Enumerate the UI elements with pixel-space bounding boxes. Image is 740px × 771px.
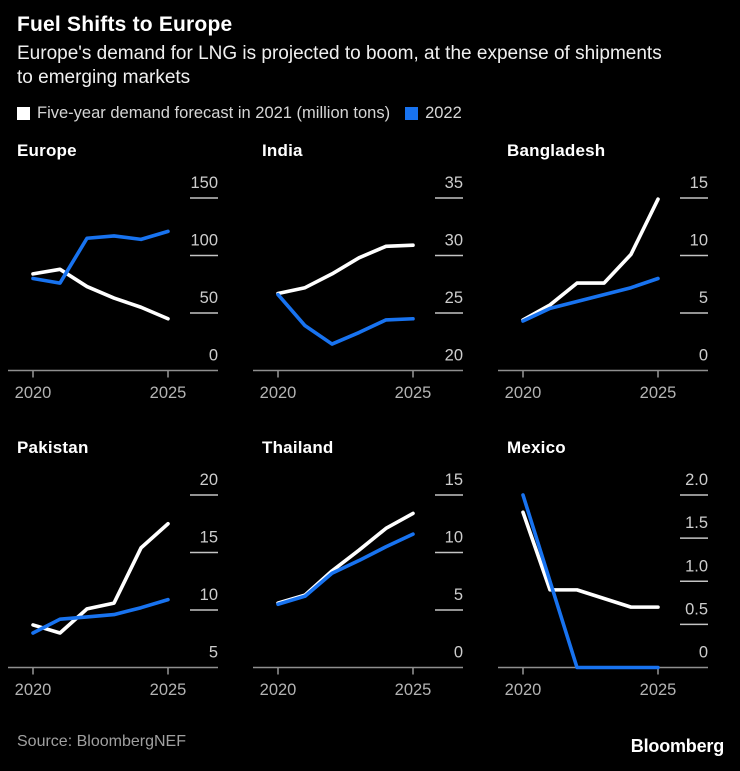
svg-text:0: 0 — [454, 644, 463, 662]
svg-text:2025: 2025 — [640, 681, 677, 699]
svg-text:2025: 2025 — [395, 384, 432, 402]
chart-panel-pakistan: Pakistan 20 15 10 5 2020 2025 — [0, 438, 245, 705]
panel-title-mexico: Mexico — [507, 438, 566, 458]
line-chart-mexico: 2.0 1.5 1.0 0.5 0 2020 2025 — [498, 471, 708, 699]
svg-text:1.0: 1.0 — [685, 557, 708, 575]
svg-text:2020: 2020 — [260, 681, 297, 699]
bloomberg-logo: Bloomberg — [630, 736, 724, 757]
line-chart-europe: 150 100 50 0 2020 2025 — [8, 174, 218, 402]
legend: Five-year demand forecast in 2021 (milli… — [17, 104, 723, 123]
svg-text:2025: 2025 — [150, 384, 187, 402]
svg-text:15: 15 — [200, 529, 218, 547]
line-chart-thailand: 15 10 5 0 2020 2025 — [253, 471, 463, 699]
panel-title-india: India — [262, 141, 303, 161]
svg-text:10: 10 — [445, 529, 463, 547]
svg-text:5: 5 — [209, 644, 218, 662]
svg-text:15: 15 — [690, 174, 708, 192]
svg-text:50: 50 — [200, 289, 218, 307]
svg-text:30: 30 — [445, 232, 463, 250]
legend-swatch-white-icon — [17, 107, 30, 121]
svg-text:2025: 2025 — [640, 384, 677, 402]
legend-item-2021-forecast: Five-year demand forecast in 2021 (milli… — [17, 104, 390, 123]
chart-header: Fuel Shifts to Europe Europe's demand fo… — [0, 0, 740, 123]
svg-text:10: 10 — [200, 586, 218, 604]
chart-panel-thailand: Thailand 15 10 5 0 2020 2025 — [245, 438, 490, 705]
svg-text:2020: 2020 — [15, 681, 52, 699]
svg-text:100: 100 — [190, 232, 218, 250]
svg-text:0: 0 — [209, 347, 218, 365]
line-chart-bangladesh: 15 10 5 0 2020 2025 — [498, 174, 708, 402]
svg-text:10: 10 — [690, 232, 708, 250]
line-chart-pakistan: 20 15 10 5 2020 2025 — [8, 471, 218, 699]
svg-text:2.0: 2.0 — [685, 471, 708, 489]
svg-text:2025: 2025 — [395, 681, 432, 699]
page-subtitle: Europe's demand for LNG is projected to … — [17, 43, 662, 88]
panel-title-thailand: Thailand — [262, 438, 334, 458]
svg-text:5: 5 — [454, 586, 463, 604]
svg-text:0.5: 0.5 — [685, 601, 708, 619]
footer: Source: BloombergNEF Bloomberg — [0, 730, 740, 756]
legend-label-2021-forecast: Five-year demand forecast in 2021 (milli… — [37, 104, 391, 123]
svg-text:2020: 2020 — [505, 681, 542, 699]
svg-text:15: 15 — [445, 471, 463, 489]
page-title: Fuel Shifts to Europe — [17, 13, 233, 36]
svg-text:1.5: 1.5 — [685, 514, 708, 532]
source-text: Source: BloombergNEF — [17, 733, 186, 751]
legend-label-2022: 2022 — [425, 104, 462, 123]
chart-panel-europe: Europe 150 100 50 0 2020 2025 — [0, 141, 245, 408]
svg-text:150: 150 — [190, 174, 218, 192]
svg-text:0: 0 — [699, 644, 708, 662]
svg-text:5: 5 — [699, 289, 708, 307]
chart-panel-mexico: Mexico 2.0 1.5 1.0 0.5 0 2020 2025 — [490, 438, 735, 705]
chart-panel-bangladesh: Bangladesh 15 10 5 0 2020 2025 — [490, 141, 735, 408]
chart-panel-india: India 35 30 25 20 2020 2025 — [245, 141, 490, 408]
panel-title-bangladesh: Bangladesh — [507, 141, 606, 161]
charts-grid: Europe 150 100 50 0 2020 2025 India 35 30 25 20 2… — [0, 141, 740, 705]
svg-text:20: 20 — [200, 471, 218, 489]
svg-text:2025: 2025 — [150, 681, 187, 699]
svg-text:20: 20 — [445, 347, 463, 365]
svg-text:25: 25 — [445, 289, 463, 307]
legend-swatch-blue-icon — [405, 107, 419, 121]
svg-text:35: 35 — [445, 174, 463, 192]
svg-text:2020: 2020 — [260, 384, 297, 402]
legend-item-2022: 2022 — [405, 104, 462, 123]
panel-title-europe: Europe — [17, 141, 77, 161]
svg-text:2020: 2020 — [505, 384, 542, 402]
svg-text:0: 0 — [699, 347, 708, 365]
panel-title-pakistan: Pakistan — [17, 438, 89, 458]
svg-text:2020: 2020 — [15, 384, 52, 402]
